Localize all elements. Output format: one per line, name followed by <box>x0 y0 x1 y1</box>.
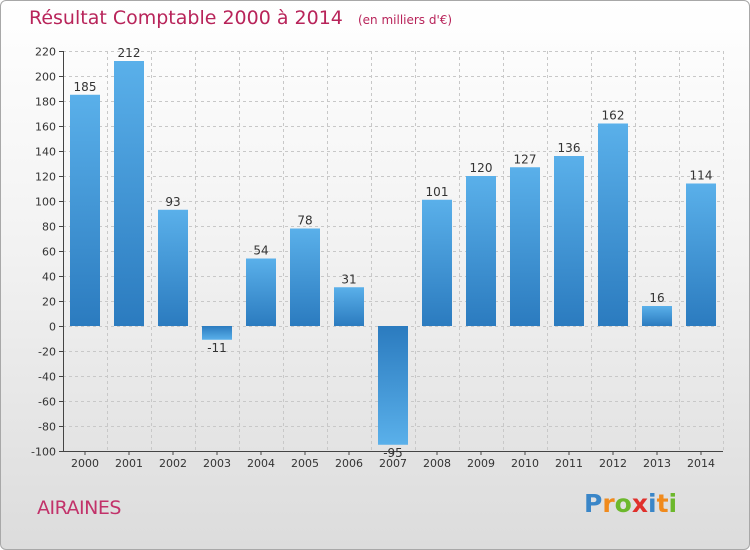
x-tick-label: 2009 <box>467 457 495 470</box>
y-tick-label: 160 <box>35 121 56 134</box>
bar-2012 <box>598 123 628 326</box>
axes: -100 -80 -60 -40 -20 0 20 40 60 80 100 120 140 160 180… <box>31 46 723 470</box>
logo-letter: P <box>584 489 603 518</box>
y-tick-label: 140 <box>35 146 56 159</box>
logo-letter: x <box>631 489 648 518</box>
data-label: 93 <box>165 195 180 209</box>
x-tick-label: 2000 <box>71 457 99 470</box>
bar-2002 <box>158 209 188 326</box>
bar-2011 <box>554 156 584 326</box>
data-label: -11 <box>207 341 227 355</box>
bar-2009 <box>466 176 496 326</box>
y-tick-label: 120 <box>35 171 56 184</box>
bar-2005 <box>290 228 320 326</box>
data-label: 54 <box>253 244 268 258</box>
x-tick-label: 2011 <box>555 457 583 470</box>
commune-name: AIRAINES <box>37 497 121 519</box>
logo-letter: t <box>656 489 669 518</box>
logo-letter: i <box>648 489 657 518</box>
data-label: 185 <box>74 80 97 94</box>
bar-2013 <box>642 306 672 326</box>
title-row: Résultat Comptable 2000 à 2014 (en milli… <box>29 7 452 29</box>
y-tick-label: 180 <box>35 96 56 109</box>
bar-2004 <box>246 258 276 326</box>
y-tick-label: -80 <box>38 421 56 434</box>
x-tick-label: 2003 <box>203 457 231 470</box>
data-label: 101 <box>426 185 449 199</box>
x-tick-label: 2004 <box>247 457 275 470</box>
x-tick-label: 2010 <box>511 457 539 470</box>
bar-2003 <box>202 326 232 340</box>
bar-2010 <box>510 167 540 326</box>
y-tick-label: 100 <box>35 196 56 209</box>
y-tick-label: 220 <box>35 46 56 59</box>
data-label: 16 <box>649 291 664 305</box>
y-tick-label: -100 <box>31 446 56 459</box>
data-label: 127 <box>514 152 537 166</box>
y-tick-label: 200 <box>35 71 56 84</box>
bar-2001 <box>114 61 144 326</box>
logo-letter: r <box>602 489 615 518</box>
data-labels: 185 212 93 -11 54 78 31 -95 101 120 127 136 162 16 114 <box>74 46 713 460</box>
x-tick-label: 2002 <box>159 457 187 470</box>
x-tick-label: 2005 <box>291 457 319 470</box>
x-tick-label: 2014 <box>687 457 715 470</box>
x-tick-label: 2012 <box>599 457 627 470</box>
y-tick-label: 80 <box>42 221 56 234</box>
chart-title: Résultat Comptable 2000 à 2014 <box>29 7 343 29</box>
data-label: 120 <box>470 161 493 175</box>
y-tick-label: 40 <box>42 271 56 284</box>
y-tick-label: -40 <box>38 371 56 384</box>
y-tick-label: -60 <box>38 396 56 409</box>
bar-2007 <box>378 326 408 445</box>
data-label: 212 <box>118 46 141 60</box>
data-label: 78 <box>297 214 312 228</box>
bar-2000 <box>70 94 100 326</box>
y-tick-label: 60 <box>42 246 56 259</box>
x-tick-label: 2001 <box>115 457 143 470</box>
proxiti-logo[interactable]: Proxiti <box>584 489 677 518</box>
data-label: 31 <box>341 272 356 286</box>
y-tick-label: 0 <box>49 321 56 334</box>
logo-letter: o <box>614 489 632 518</box>
y-tick-label: 20 <box>42 296 56 309</box>
bar-2006 <box>334 287 364 326</box>
bars <box>70 61 716 445</box>
bar-2008 <box>422 199 452 326</box>
data-label: 162 <box>602 109 625 123</box>
x-tick-label: 2006 <box>335 457 363 470</box>
x-tick-label: 2008 <box>423 457 451 470</box>
data-label: -95 <box>383 446 403 460</box>
x-tick-label: 2007 <box>379 457 407 470</box>
data-label: 114 <box>690 169 713 183</box>
bar-2014 <box>686 183 716 326</box>
x-tick-label: 2013 <box>643 457 671 470</box>
y-tick-label: -20 <box>38 346 56 359</box>
logo-letter: i <box>668 489 678 518</box>
data-label: 136 <box>558 141 581 155</box>
chart-subtitle: (en milliers d'€) <box>357 13 453 27</box>
